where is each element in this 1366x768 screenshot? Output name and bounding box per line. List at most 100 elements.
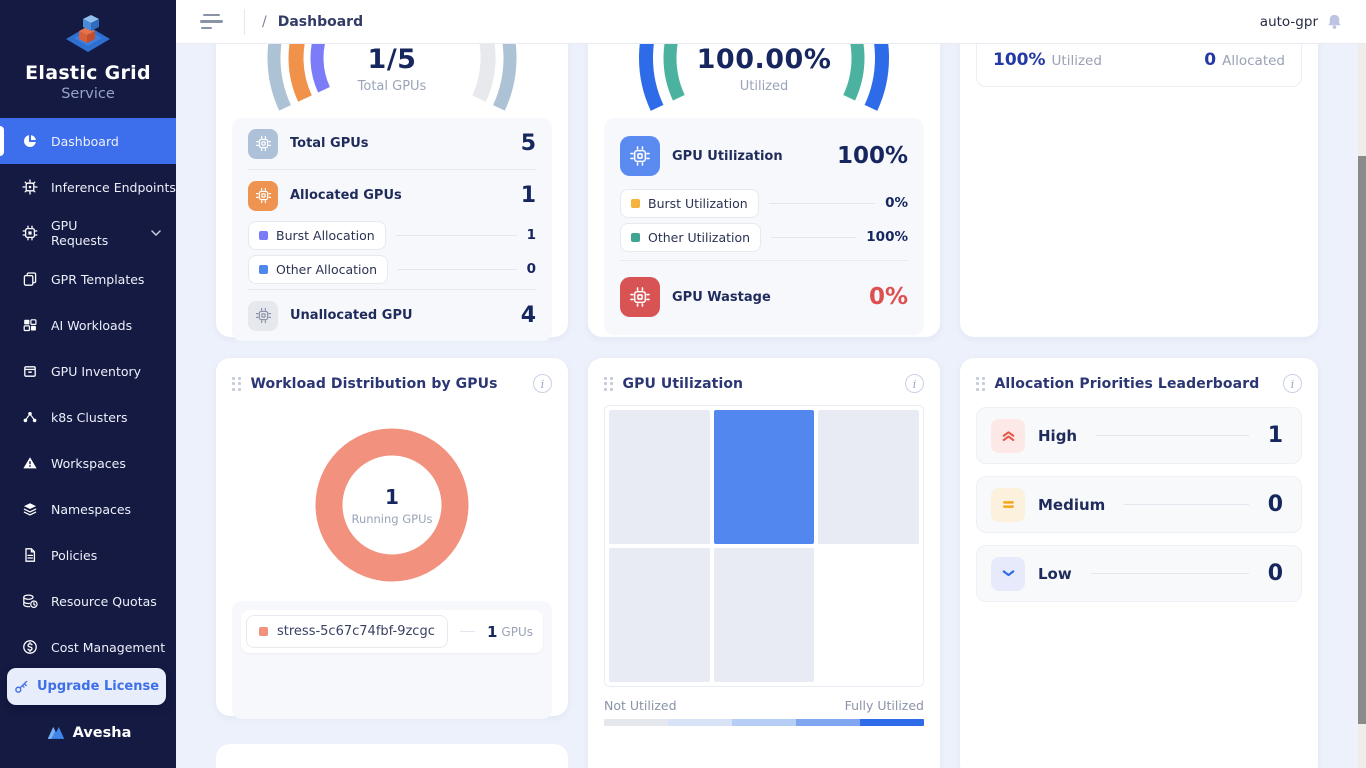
- allocation-stats: Total GPUs 5 Allocated GPUs 1 Burst Allo…: [232, 118, 552, 341]
- burst-allocation-label: Burst Allocation: [276, 227, 375, 243]
- capacity-allocated: 0 Allocated: [1204, 50, 1285, 70]
- high-priority-icon: [991, 418, 1025, 453]
- other-allocation-value: 0: [526, 261, 536, 277]
- workloads-grid-icon: [21, 317, 38, 334]
- workload-gpu-unit: GPUs: [501, 624, 533, 639]
- other-allocation-label: Other Allocation: [276, 261, 378, 277]
- sidebar-item-label: Inference Endpoints: [51, 179, 176, 195]
- sidebar-item-label: GPR Templates: [51, 271, 145, 287]
- treemap-cell-not-utilized[interactable]: [818, 410, 920, 544]
- burst-utilization-row: Burst Utilization 0%: [620, 186, 908, 220]
- brand-subtitle: Service: [61, 86, 115, 102]
- gpu-wastage-row: GPU Wastage 0%: [620, 267, 908, 327]
- scale-label-right: Fully Utilized: [844, 698, 924, 713]
- treemap-cell-not-utilized[interactable]: [609, 548, 710, 682]
- unallocated-gpu-label: Unallocated GPU: [290, 308, 413, 323]
- gpu-allocation-card: 1/5 Total GPUs Total GPUs 5 Allocated GP…: [216, 44, 568, 341]
- sidebar-item-workspaces[interactable]: Workspaces: [0, 440, 176, 486]
- sidebar-item-label: Cost Management: [51, 639, 166, 655]
- medium-priority-icon: [991, 487, 1025, 522]
- total-gpus-row: Total GPUs 5: [248, 121, 536, 166]
- other-utilization-pill[interactable]: Other Utilization: [620, 222, 762, 252]
- gpu-utilization-value: 100%: [836, 143, 908, 169]
- workload-legend-pill[interactable]: stress-5c67c74fbf-9zcgc: [246, 615, 448, 648]
- workspaces-icon: [21, 455, 38, 472]
- sidebar-item-ai-workloads[interactable]: AI Workloads: [0, 302, 176, 348]
- utilization-stats: GPU Utilization 100% Burst Utilization 0…: [604, 118, 924, 335]
- connector-line: [768, 202, 876, 204]
- info-icon[interactable]: i: [533, 374, 552, 393]
- scrollbar-thumb[interactable]: [1358, 156, 1366, 724]
- sidebar-item-gpr-templates[interactable]: GPR Templates: [0, 256, 176, 302]
- priority-row-medium: Medium 0: [976, 476, 1302, 533]
- upgrade-license-button[interactable]: Upgrade License: [7, 668, 166, 705]
- other-utilization-label: Other Utilization: [648, 229, 751, 245]
- sidebar-item-label: AI Workloads: [51, 317, 133, 333]
- priority-value: 0: [1267, 492, 1283, 517]
- other-allocation-pill[interactable]: Other Allocation: [248, 254, 389, 284]
- gpu-utilization-treemap-card: GPU Utilization i Not Utilized Fu: [588, 358, 940, 768]
- sidebar-item-cost-management[interactable]: Cost Management: [0, 624, 176, 670]
- treemap-cell-not-utilized[interactable]: [609, 410, 710, 544]
- capacity-utilized-label: Utilized: [1051, 53, 1102, 69]
- other-allocation-swatch: [259, 264, 268, 274]
- burst-allocation-pill[interactable]: Burst Allocation: [248, 220, 386, 250]
- dashboard-pie-icon: [21, 133, 38, 150]
- leaderboard-rows: High 1 Medium 0 Low 0: [976, 407, 1302, 602]
- info-icon[interactable]: i: [1283, 374, 1302, 393]
- drag-handle-icon[interactable]: [976, 376, 985, 391]
- priority-label: Low: [1038, 564, 1072, 583]
- priority-value: 0: [1267, 561, 1283, 586]
- allocation-priorities-card: Allocation Priorities Leaderboard i High…: [960, 358, 1318, 768]
- active-indicator: [0, 126, 4, 156]
- gpu-chip-icon: [620, 136, 660, 176]
- total-gpus-label: Total GPUs: [290, 136, 369, 151]
- capacity-utilized-value: 100%: [993, 50, 1046, 70]
- notifications-bell-icon[interactable]: [1325, 13, 1344, 31]
- sidebar-item-gpu-inventory[interactable]: GPU Inventory: [0, 348, 176, 394]
- other-utilization-value: 100%: [866, 229, 908, 245]
- templates-icon: [21, 271, 38, 288]
- sidebar-item-resource-quotas[interactable]: Resource Quotas: [0, 578, 176, 624]
- user-menu[interactable]: auto-gpr: [1259, 13, 1318, 30]
- sidebar-item-inference-endpoints[interactable]: Inference Endpoints: [0, 164, 176, 210]
- hamburger-menu-icon[interactable]: [200, 13, 224, 30]
- workload-distribution-card: Workload Distribution by GPUs i 1 Runnin…: [216, 358, 568, 719]
- breadcrumb: Dashboard: [277, 13, 364, 30]
- divider: [620, 260, 908, 261]
- capacity-box: 100% Utilized 0 Allocated: [976, 44, 1302, 87]
- gpu-chip-icon: [248, 128, 278, 159]
- unallocated-gpu-row: Unallocated GPU 4: [248, 293, 536, 338]
- allocated-gpus-row: Allocated GPUs 1: [248, 173, 536, 218]
- low-priority-icon: [991, 556, 1025, 591]
- sidebar-nav: Dashboard Inference Endpoints GPU Reques…: [0, 118, 176, 670]
- next-row-card-edge: [216, 744, 568, 768]
- sidebar-item-k8s-clusters[interactable]: k8s Clusters: [0, 394, 176, 440]
- drag-handle-icon[interactable]: [604, 376, 613, 391]
- sidebar-item-label: Dashboard: [51, 133, 119, 149]
- sidebar-item-namespaces[interactable]: Namespaces: [0, 486, 176, 532]
- gpu-wastage-label: GPU Wastage: [672, 289, 771, 305]
- upgrade-license-label: Upgrade License: [36, 679, 160, 694]
- treemap-cell-fully-utilized[interactable]: [713, 410, 815, 544]
- bottom-card-row: Workload Distribution by GPUs i 1 Runnin…: [216, 358, 1318, 768]
- sidebar-item-label: k8s Clusters: [51, 409, 128, 425]
- allocation-gauge-value: 1/5: [367, 44, 417, 75]
- sidebar-item-policies[interactable]: Policies: [0, 532, 176, 578]
- gpu-utilization-row: GPU Utilization 100%: [620, 126, 908, 186]
- breadcrumb-separator: /: [262, 13, 267, 30]
- burst-allocation-value: 1: [526, 227, 536, 243]
- sidebar-item-dashboard[interactable]: Dashboard: [0, 118, 176, 164]
- drag-handle-icon[interactable]: [232, 376, 241, 391]
- gpu-chip-icon: [248, 180, 278, 211]
- burst-utilization-pill[interactable]: Burst Utilization: [620, 188, 759, 218]
- sidebar-item-label: Policies: [51, 547, 98, 563]
- treemap-cell-not-utilized[interactable]: [713, 548, 815, 682]
- sidebar-item-gpu-requests[interactable]: GPU Requests: [0, 210, 176, 256]
- card-title: GPU Utilization: [622, 375, 744, 392]
- info-icon[interactable]: i: [905, 374, 924, 393]
- connector-line: [395, 234, 517, 236]
- chevron-down-icon[interactable]: [151, 230, 161, 236]
- priority-label: Medium: [1038, 495, 1106, 514]
- card-title: Workload Distribution by GPUs: [250, 375, 498, 392]
